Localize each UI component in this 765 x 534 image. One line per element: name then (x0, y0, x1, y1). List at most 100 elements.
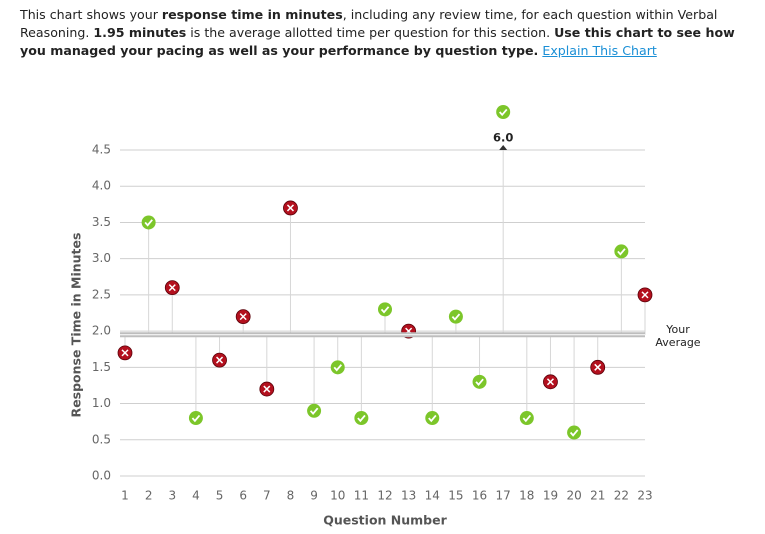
x-tick-label: 3 (168, 489, 176, 503)
x-tick-label: 22 (614, 489, 629, 503)
x-tick-label: 10 (330, 489, 345, 503)
marker-circle (141, 215, 156, 230)
y-tick-label: 2.0 (92, 324, 111, 338)
intro-text: This chart shows your response time in m… (20, 6, 745, 60)
x-icon (641, 291, 649, 299)
x-tick-label: 23 (637, 489, 652, 503)
correct-marker (472, 374, 487, 389)
wrong-marker (164, 280, 180, 296)
check-icon (451, 313, 461, 321)
overflow-arrow (499, 145, 508, 150)
marker-circle (307, 403, 322, 418)
x-icon (286, 204, 294, 212)
marker-circle (472, 374, 487, 389)
x-tick-label: 13 (401, 489, 416, 503)
x-icon (168, 284, 176, 292)
check-icon (569, 429, 579, 437)
y-tick-label: 1.0 (92, 396, 111, 410)
wrong-marker (117, 345, 133, 361)
x-tick-label: 11 (354, 489, 369, 503)
correct-marker (496, 105, 511, 119)
x-tick-label: 6 (239, 489, 247, 503)
correct-marker (425, 411, 440, 426)
check-icon (380, 306, 390, 314)
x-tick-label: 2 (145, 489, 153, 503)
x-tick-label: 14 (425, 489, 440, 503)
stems (124, 150, 646, 433)
marker-circle (378, 302, 392, 317)
marker-circle (448, 309, 463, 324)
wrong-marker (283, 200, 298, 216)
y-tick-label: 0.0 (92, 469, 111, 483)
y-tick-label: 4.5 (92, 143, 111, 157)
marker-circle (354, 411, 369, 426)
intro-segment: 1.95 minutes (93, 25, 187, 40)
wrong-marker (543, 374, 558, 390)
correct-marker (141, 215, 156, 230)
check-icon (191, 414, 201, 423)
x-tick-label: 19 (543, 489, 558, 503)
correct-marker (330, 360, 345, 375)
wrong-marker (637, 287, 653, 303)
x-icon (121, 349, 129, 357)
wrong-marker (235, 309, 251, 325)
x-tick-label: 4 (192, 489, 200, 503)
check-icon (475, 378, 484, 386)
wrong-marker (212, 352, 227, 368)
y-tick-label: 2.5 (92, 287, 111, 301)
y-tick-label: 3.0 (92, 251, 111, 265)
correct-marker (614, 244, 629, 259)
x-tick-label: 5 (216, 489, 224, 503)
marker-circle (425, 411, 440, 426)
marker-circle (496, 105, 511, 119)
check-icon (333, 364, 343, 372)
check-icon (357, 414, 366, 423)
check-icon (617, 248, 626, 256)
intro-segment: response time in minutes (161, 7, 343, 22)
wrong-marker (590, 359, 606, 375)
x-tick-label: 16 (472, 489, 487, 503)
x-tick-label: 9 (310, 489, 318, 503)
y-tick-label: 4.0 (92, 179, 111, 193)
x-tick-label: 7 (263, 489, 271, 503)
correct-marker (378, 302, 392, 317)
y-tick-label: 3.5 (92, 215, 111, 229)
x-tick-label: 1 (121, 489, 129, 503)
marker-circle (188, 411, 203, 426)
marker-circle (330, 360, 345, 375)
correct-marker (448, 309, 463, 324)
explain-link[interactable]: Explain This Chart (542, 43, 657, 58)
y-tick-label: 0.5 (92, 432, 111, 446)
marker-circle (567, 425, 582, 440)
x-tick-label: 8 (287, 489, 295, 503)
x-tick-label: 17 (496, 489, 511, 503)
wrong-marker (259, 381, 275, 397)
x-icon (216, 356, 224, 364)
y-axis-title: Response Time in Minutes (69, 233, 84, 418)
x-axis-title: Question Number (323, 513, 447, 528)
correct-marker (307, 403, 322, 418)
x-tick-label: 12 (377, 489, 392, 503)
x-tick-label: 21 (590, 489, 605, 503)
x-icon (263, 385, 271, 393)
x-tick-label: 15 (448, 489, 463, 503)
check-icon (522, 414, 532, 423)
intro-segment: is the average allotted time per questio… (186, 25, 555, 40)
x-icon (594, 363, 602, 371)
x-icon (239, 313, 247, 321)
check-icon (309, 407, 319, 415)
correct-marker (354, 411, 369, 426)
x-icon (546, 378, 554, 386)
markers (117, 105, 653, 440)
correct-marker (567, 425, 582, 440)
check-icon (499, 108, 508, 117)
correct-marker (519, 411, 534, 426)
marker-circle (519, 411, 534, 426)
y-tick-label: 1.5 (92, 360, 111, 374)
value-label: 6.0 (493, 131, 513, 145)
check-icon (428, 414, 437, 423)
intro-segment: Use this chart to see how you managed yo… (20, 25, 735, 58)
intro-segment: This chart shows your (20, 7, 162, 22)
